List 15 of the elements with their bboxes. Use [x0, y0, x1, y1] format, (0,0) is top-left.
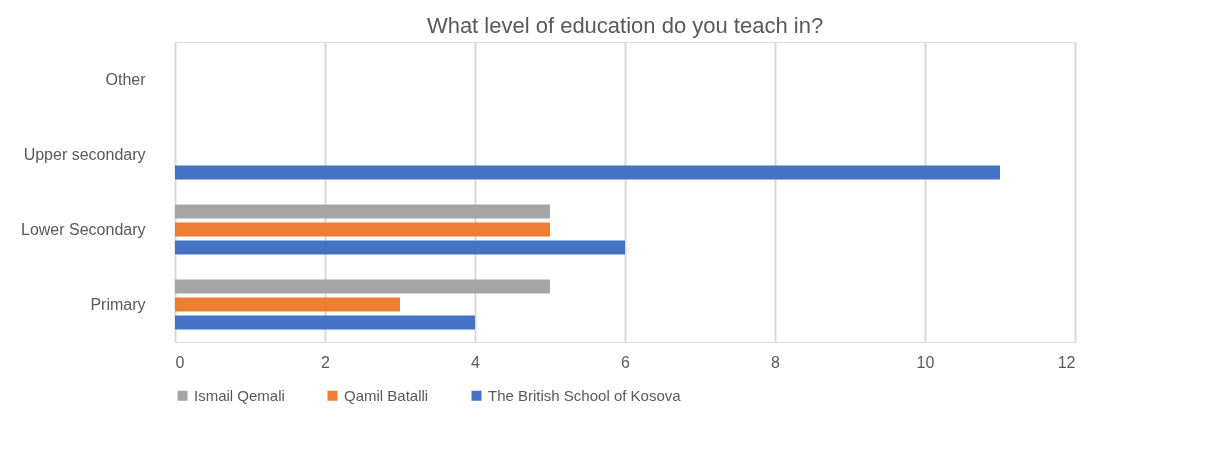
y-tick-label: Lower Secondary: [20, 220, 146, 238]
x-tick-label: 6: [621, 353, 631, 371]
x-tick-label: 4: [471, 353, 481, 371]
x-tick-label: 12: [1057, 353, 1076, 371]
x-tick-label: 2: [321, 353, 331, 371]
y-tick-label: Other: [105, 70, 147, 88]
legend-label: The British School of Kosova: [488, 386, 682, 404]
x-tick-label: 10: [916, 353, 935, 371]
chart-title: What level of education do you teach in?: [426, 13, 824, 38]
x-tick-label: 0: [175, 353, 185, 371]
x-tick-label: 8: [771, 353, 781, 371]
legend-label: Ismail Qemali: [194, 386, 285, 404]
y-tick-label: Upper secondary: [23, 145, 146, 163]
legend-label: Qamil Batalli: [344, 386, 429, 404]
y-tick-label: Primary: [90, 295, 146, 313]
